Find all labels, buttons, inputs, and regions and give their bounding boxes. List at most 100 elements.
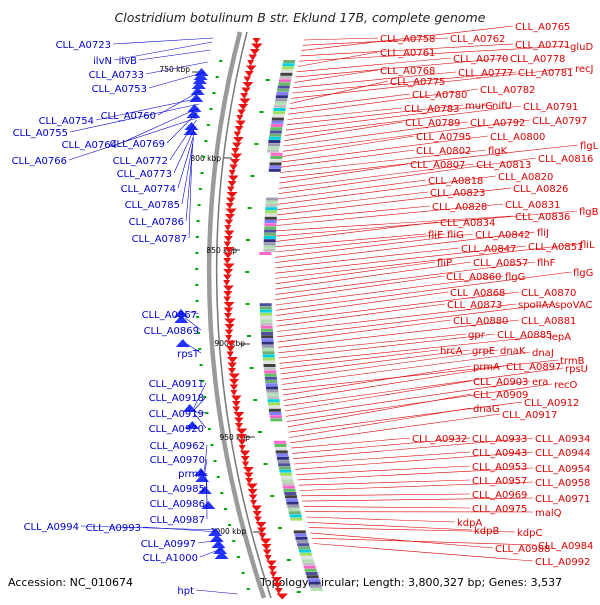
reverse-gene-arrow [233,137,244,143]
cog-block [300,553,312,556]
right-gene-label: CLL_A0881 [521,316,576,327]
right-gene-label: spoVAC [555,300,593,311]
label-connector [294,452,470,464]
reverse-gene-arrow [257,528,267,534]
cog-block [275,447,287,450]
feature-dot [232,540,235,542]
feature-dot [242,572,245,574]
right-gene-label: CLL_A0880 [453,316,508,327]
cog-block [283,486,295,489]
label-connector [304,506,470,508]
right-gene-label: CLL_A0789 [405,118,460,129]
feature-dot [204,140,207,142]
cog-block [261,332,273,335]
reverse-gene-arrow [223,291,232,297]
right-gene-label: flgG [505,272,525,283]
right-gene-label: CLL_A0917 [502,410,557,421]
cog-block [261,329,273,332]
feature-dot [200,172,203,174]
reverse-gene-arrow [242,462,250,468]
reverse-gene-arrow [229,170,236,176]
left-gene-label: CLL_A0786 [129,217,184,228]
reverse-gene-arrow [249,495,258,501]
cog-block [269,412,281,415]
cog-block [265,377,277,380]
right-gene-label: CLL_A0792 [470,118,525,129]
left-gene-label: CLL_A0769 [110,139,165,150]
right-gene-label: CLL_A0762 [450,34,505,45]
reverse-gene-arrow [236,115,243,121]
cog-block [305,569,317,572]
cog-block [285,495,297,498]
right-gene-label: CLL_A0800 [490,132,545,143]
left-gene-label: ilvB [119,56,137,67]
right-gene-label: CLL_A0758 [380,34,435,45]
left-gene-label: CLL_A0994 [24,522,79,533]
reverse-gene-arrow [223,264,235,270]
cog-block [260,313,272,316]
cog-block [260,303,272,306]
left-gene-label: CLL_A0920 [149,424,204,435]
left-gene-label: CLL_A0785 [125,200,180,211]
cog-block [260,306,272,309]
label-connector [275,234,445,252]
feature-dot [287,559,291,561]
reverse-gene-arrow [226,346,235,352]
right-gene-label: fliE [428,230,443,241]
reverse-gene-arrow [245,478,253,484]
feature-dot [228,524,231,526]
feature-dot [214,460,217,462]
cog-block [298,546,310,549]
cog-block [263,249,275,252]
feature-dot [207,124,210,126]
left-gene-label: ilvN [93,56,112,67]
label-connector [275,234,426,247]
cog-block [265,210,277,213]
reverse-gene-arrow [223,297,231,303]
label-connector [275,248,459,268]
right-gene-label: CLL_A0933 [472,434,527,445]
cog-block [273,108,285,111]
cog-block [260,319,272,322]
right-gene-label: CLL_A0826 [513,184,568,195]
cog-block [266,204,278,207]
cog-block [268,406,280,409]
reverse-gene-arrow [224,225,231,231]
label-connector [139,50,211,60]
left-gene-label: CLL_A0970 [150,455,205,466]
cog-block [270,159,282,162]
reverse-gene-arrow [225,324,235,330]
feature-dot [200,364,203,366]
reverse-gene-arrow [224,231,235,237]
cog-block [286,498,298,501]
label-connector [281,150,414,167]
right-gene-label: CLL_A0775 [390,77,445,88]
right-gene-label: CLL_A0971 [535,494,590,505]
label-connector [306,517,455,522]
left-gene-label: CLL_A0867 [142,310,197,321]
right-gene-label: CLL_A0768 [380,66,435,77]
right-gene-label: hrcA [440,346,463,357]
cog-block [304,566,316,569]
cog-block [294,530,306,533]
cog-block [264,223,276,226]
cog-block [278,463,290,466]
right-gene-label: CLL_A0834 [440,218,495,229]
cog-block [276,92,288,95]
cog-block [284,492,296,495]
reverse-gene-arrow [263,550,272,556]
left-gene-label: CLL_A0774 [121,184,176,195]
reverse-gene-arrow [242,82,253,88]
right-gene-label: CLL_A0813 [476,160,531,171]
feature-dot [264,463,268,465]
right-gene-label: gluD [570,42,593,53]
right-gene-label: fliJ [537,228,549,239]
cog-block [276,450,288,453]
reverse-gene-arrow [223,280,230,286]
reverse-gene-arrow [268,566,277,572]
cog-block [265,220,277,223]
reverse-gene-arrow [223,275,232,281]
cog-block [271,153,283,156]
right-gene-label: rpsU [565,364,588,375]
reverse-gene-arrow [225,220,234,226]
